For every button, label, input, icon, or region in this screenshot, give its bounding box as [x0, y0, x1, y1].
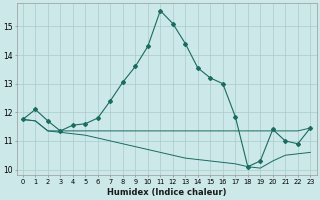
- X-axis label: Humidex (Indice chaleur): Humidex (Indice chaleur): [107, 188, 226, 197]
